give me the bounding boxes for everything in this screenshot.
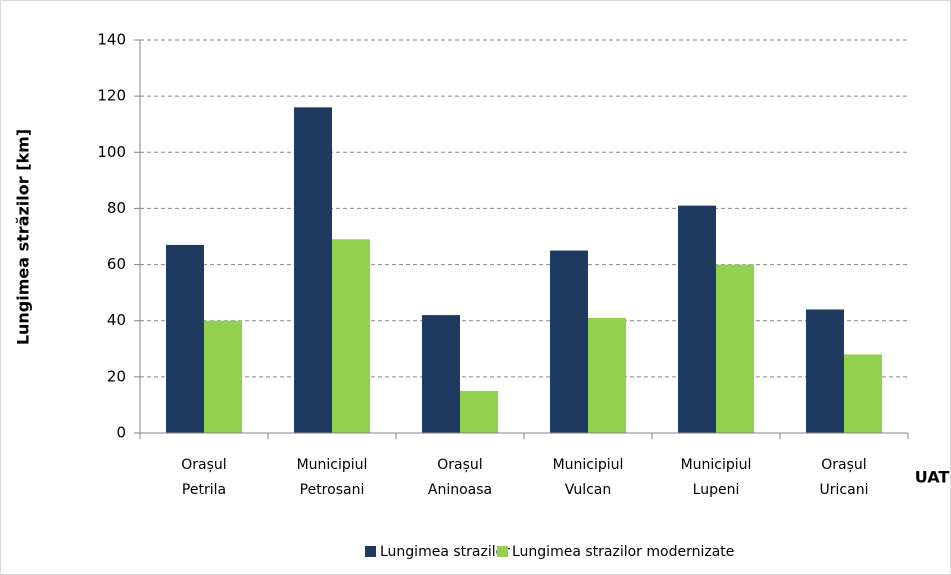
legend-swatch (365, 546, 376, 557)
bar (716, 264, 754, 433)
y-tick-label: 60 (107, 255, 126, 273)
y-axis-title: Lungimea străzilor [km] (14, 129, 33, 345)
x-tick-label: Municipiul Vulcan (553, 457, 624, 498)
x-tick-label: Municipiul Lupeni (681, 457, 752, 498)
x-tick-line: Lupeni (693, 482, 740, 498)
bar (166, 244, 204, 433)
bar (460, 390, 498, 433)
x-tick-line: Orașul (821, 457, 866, 473)
y-tick-label: 80 (107, 199, 126, 217)
bar (550, 250, 588, 433)
bar (588, 317, 626, 433)
y-tick-label: 0 (116, 424, 126, 442)
x-tick-line: Petrila (182, 482, 226, 498)
x-tick-line: Municipiul (681, 457, 752, 473)
x-tick-line: Orașul (437, 457, 482, 473)
x-tick-label: Orașul Aninoasa (428, 457, 492, 498)
x-axis-title: UAT (915, 468, 950, 487)
y-tick-label: 20 (107, 367, 126, 385)
y-tick-label: 40 (107, 311, 126, 329)
bar (294, 107, 332, 433)
legend-swatch (497, 546, 508, 557)
bar (422, 315, 460, 433)
x-tick-label: Orașul Petrila (181, 457, 226, 498)
x-tick-line: Petrosani (300, 482, 365, 498)
x-tick-line: Aninoasa (428, 482, 492, 498)
x-tick-line: Vulcan (565, 482, 612, 498)
x-tick-line: Municipiul (553, 457, 624, 473)
bar (332, 239, 370, 433)
y-tick-label: 120 (97, 87, 126, 105)
y-tick-label: 100 (97, 143, 126, 161)
legend-label: Lungimea strazilor (380, 544, 510, 560)
x-tick-line: Uricani (820, 482, 869, 498)
bar (678, 205, 716, 433)
bar (204, 320, 242, 433)
bar (844, 354, 882, 433)
x-tick-line: Municipiul (297, 457, 368, 473)
x-tick-label: Orașul Uricani (820, 457, 869, 498)
y-tick-label: 140 (97, 31, 126, 49)
bar (806, 309, 844, 433)
x-tick-label: Municipiul Petrosani (297, 457, 368, 498)
x-tick-line: Orașul (181, 457, 226, 473)
legend-label: Lungimea strazilor modernizate (512, 544, 734, 560)
